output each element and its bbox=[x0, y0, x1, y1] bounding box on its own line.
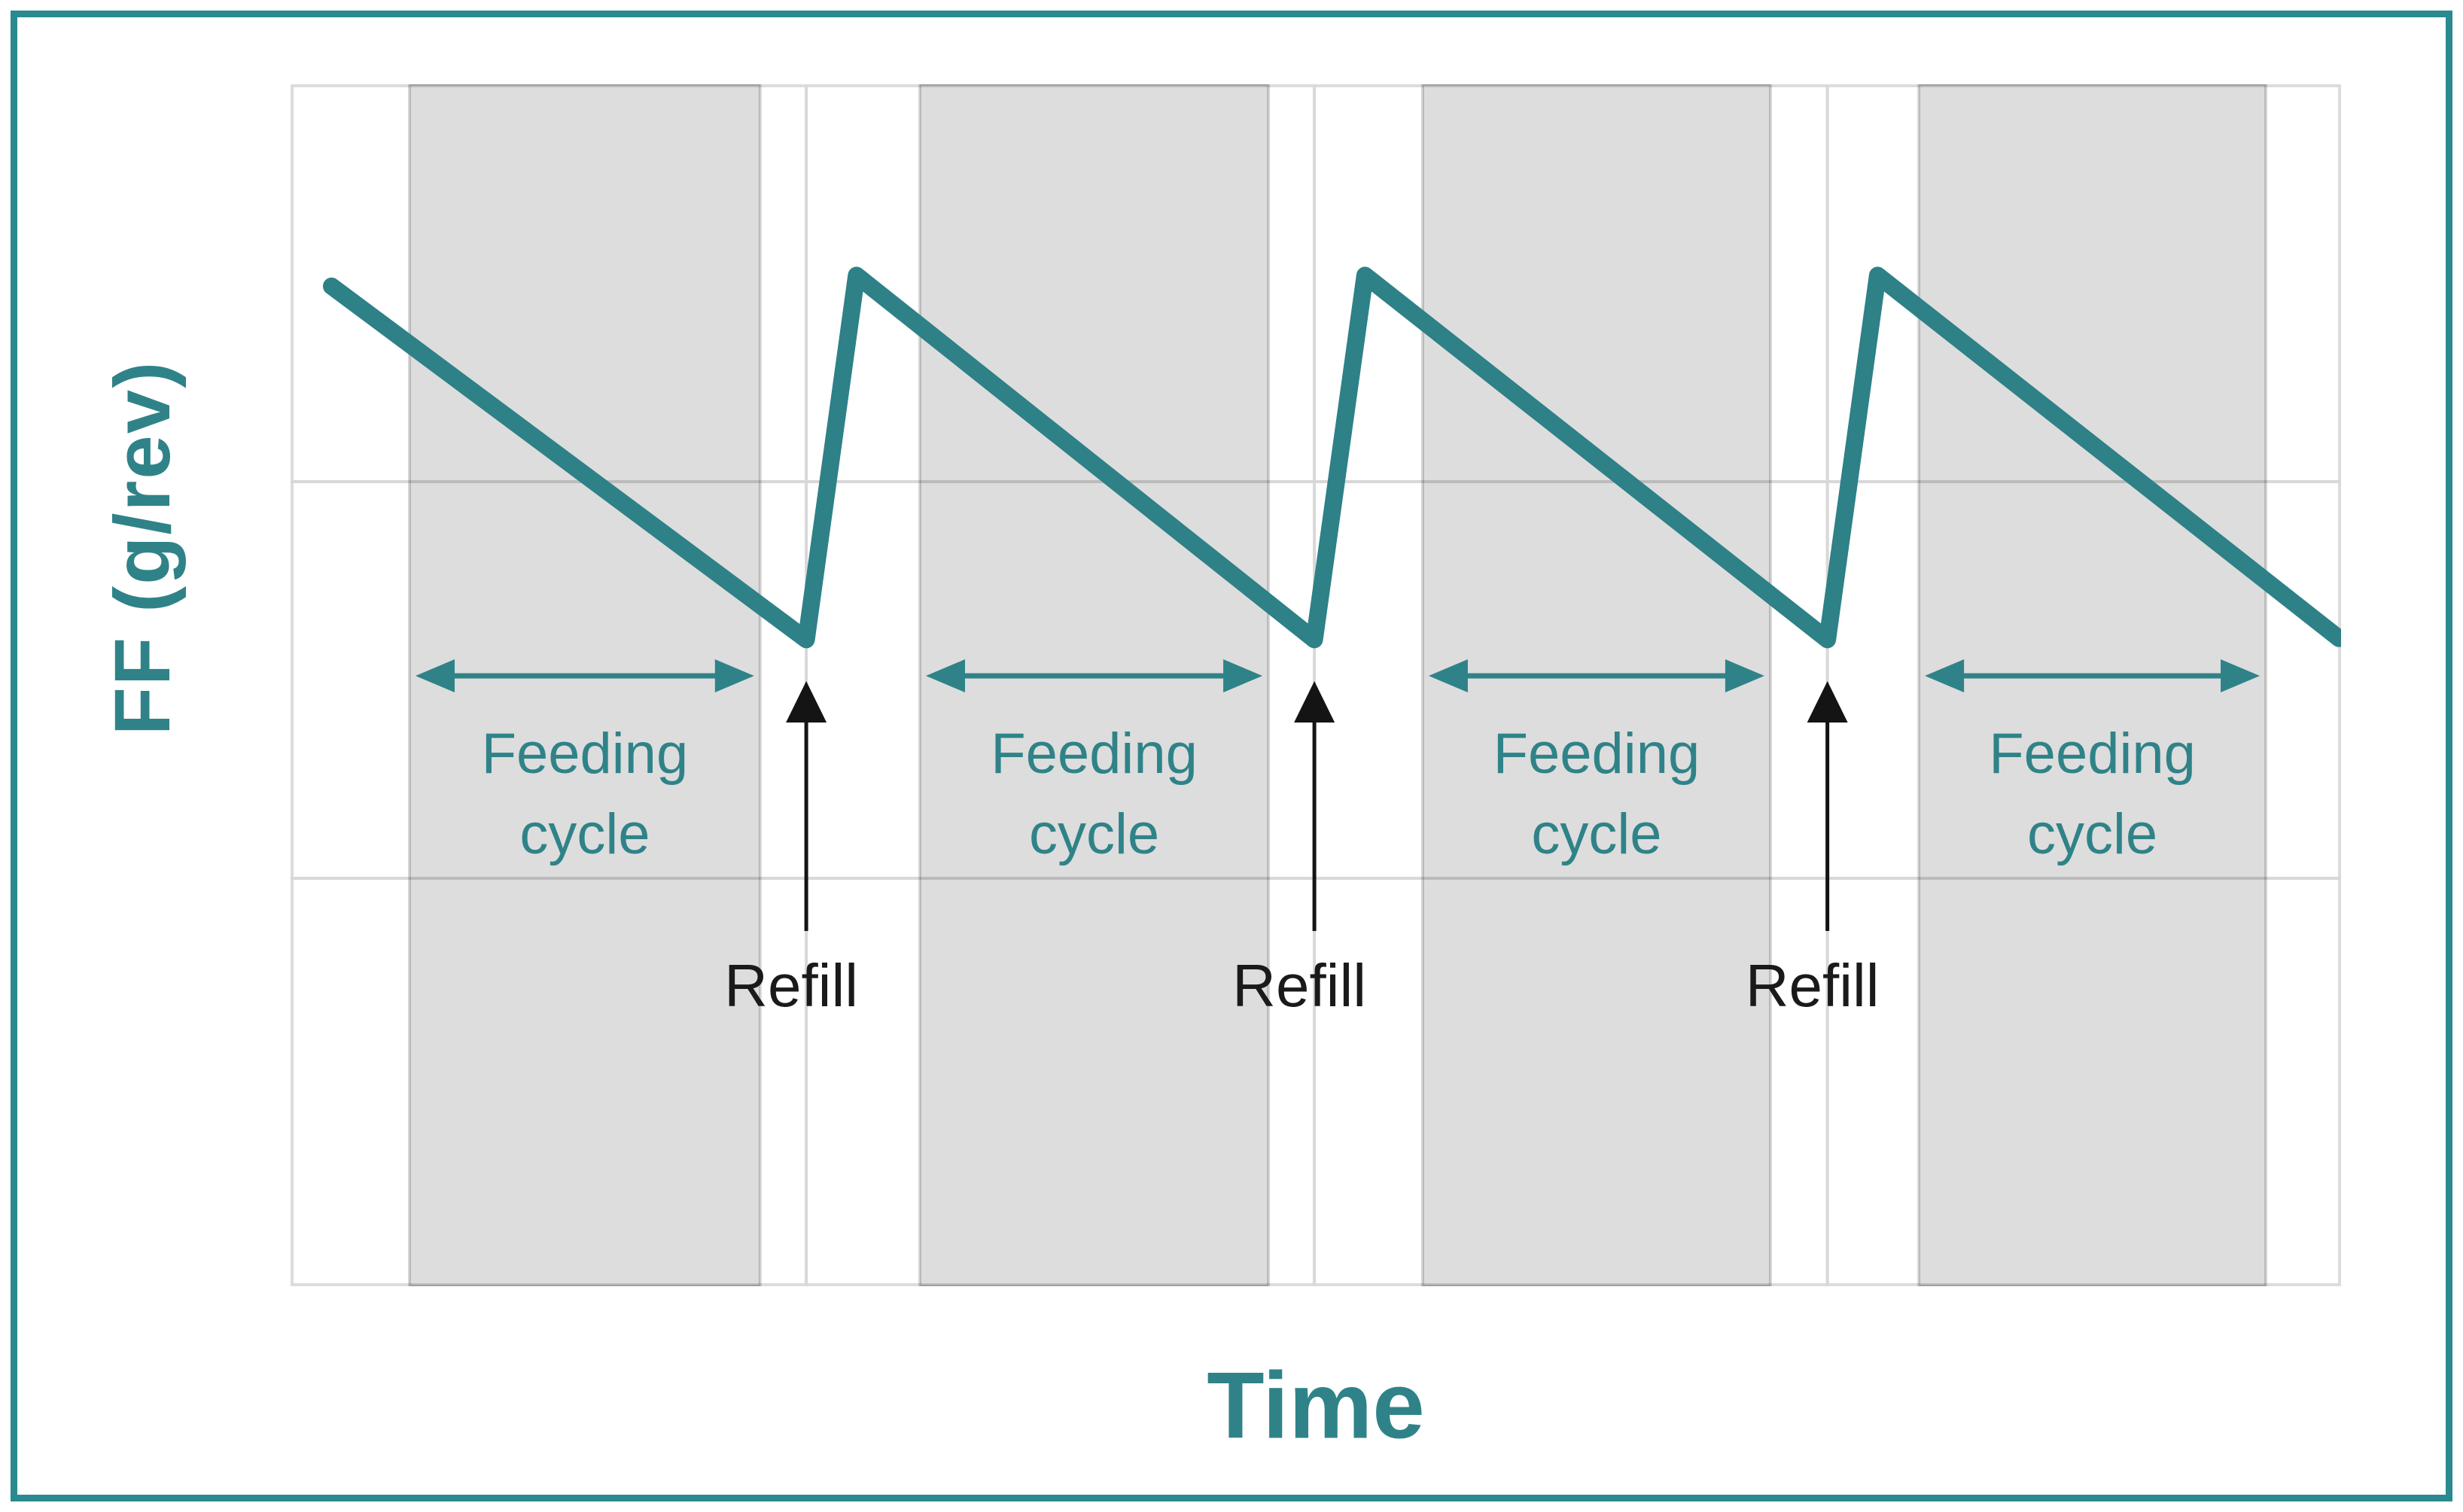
cycle-arrow-right-head bbox=[2221, 659, 2261, 692]
cycle-arrow-right-head bbox=[714, 659, 754, 692]
cycle-arrow-left-head bbox=[1925, 659, 1965, 692]
feeding-cycle-label-line2: cycle bbox=[519, 802, 650, 866]
feeding-cycle-band bbox=[1917, 84, 2268, 1286]
feeding-cycle-label-line2: cycle bbox=[1531, 802, 1662, 866]
feeding-cycle-label-line1: Feeding bbox=[481, 722, 689, 786]
feeding-cycle-label: Feeding cycle bbox=[482, 713, 689, 875]
refill-label: Refill bbox=[1745, 952, 1880, 1019]
feeding-cycle-label-line2: cycle bbox=[2027, 802, 2158, 866]
feeding-cycle-label: Feeding cycle bbox=[1493, 713, 1700, 875]
cycle-arrow-right-head bbox=[1223, 659, 1263, 692]
feeding-cycle-band bbox=[407, 84, 762, 1286]
feeding-cycle-band bbox=[1420, 84, 1772, 1286]
feeding-cycle-label: Feeding cycle bbox=[1989, 713, 2196, 875]
feeding-cycle-label-line1: Feeding bbox=[1493, 722, 1700, 786]
x-axis-label: Time bbox=[1207, 1353, 1425, 1459]
refill-arrow-head bbox=[1294, 681, 1335, 723]
refill-label: Refill bbox=[724, 952, 858, 1019]
feeding-cycle-label-line1: Feeding bbox=[991, 722, 1198, 786]
cycle-arrow-left-head bbox=[1428, 659, 1468, 692]
feeding-cycle-band bbox=[918, 84, 1271, 1286]
feeding-cycle-label: Feeding cycle bbox=[991, 713, 1198, 875]
cycle-arrow-right-head bbox=[1725, 659, 1764, 692]
ff-sawtooth-line bbox=[322, 266, 2341, 649]
plot-area: Feeding cycle Feeding cycle Feeding cycle Feed… bbox=[291, 84, 2341, 1286]
plot-svg bbox=[291, 84, 2341, 1286]
y-axis-label: FF (g/rev) bbox=[99, 360, 187, 736]
refill-arrow-head bbox=[1807, 681, 1848, 723]
feeding-cycle-label-line1: Feeding bbox=[1989, 722, 2196, 786]
cycle-arrow-left-head bbox=[415, 659, 455, 692]
cycle-arrow-left-head bbox=[925, 659, 965, 692]
refill-arrow-head bbox=[786, 681, 827, 723]
refill-label: Refill bbox=[1232, 952, 1366, 1019]
feeding-cycle-label-line2: cycle bbox=[1028, 802, 1160, 866]
